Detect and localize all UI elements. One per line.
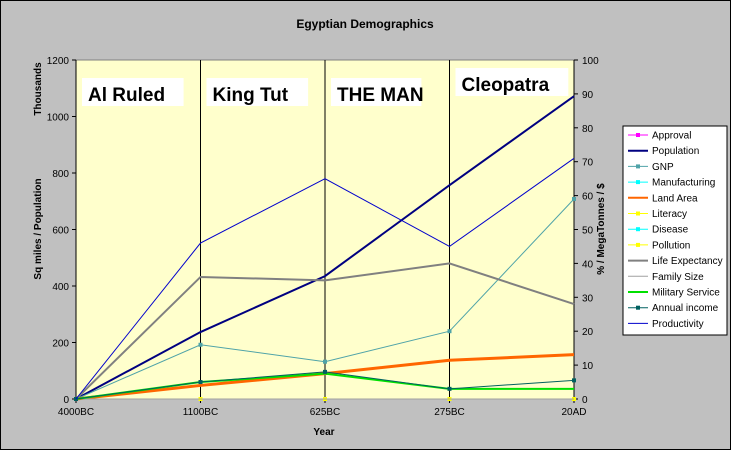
left-axis-unit: Thousands [33,62,44,116]
legend-label: Pollution [652,240,690,251]
data-point [198,380,203,385]
y-right-tick-label: 90 [582,90,594,101]
y-left-tick-label: 800 [52,169,69,180]
y-right-tick-label: 80 [582,124,594,135]
x-tick-label: 20AD [561,407,586,418]
legend-label: Family Size [652,272,704,283]
y-right-tick-label: 70 [582,158,594,169]
era-label: Al Ruled [88,85,165,106]
era-label-background [455,68,569,96]
y-right-tick-label: 10 [582,361,594,372]
legend-label: Productivity [652,319,704,330]
data-point [447,386,452,391]
x-tick-label: 275BC [434,407,465,418]
legend-marker [636,133,640,137]
y-right-tick-label: 30 [582,293,594,304]
legend-label: GNP [652,162,674,173]
legend-marker [636,211,640,216]
era-label-background [82,78,184,106]
data-point [572,196,576,201]
era-label: THE MAN [337,85,424,106]
y-right-tick-label: 60 [582,192,594,203]
y-right-tick-label: 40 [582,259,594,270]
legend-label: Manufacturing [652,178,715,189]
legend-marker [636,242,640,247]
series-line-productivity [75,157,575,400]
legend-marker [636,227,640,232]
plot-area: 4000BC 1100BC 625BC 275BC 20AD02004006008001… [47,56,599,418]
era-label: Cleopatra [462,75,550,96]
data-point [447,329,452,334]
data-point [323,369,327,374]
legend-box [622,125,728,336]
data-point [572,378,576,383]
y-left-tick-label: 200 [52,339,69,350]
y-left-tick-label: 400 [52,282,69,293]
legend-label: Military Service [652,288,720,299]
y-right-tick-label: 20 [582,327,594,338]
x-tick-label: 1100BC [183,407,218,418]
y-right-tick-label: 50 [582,226,594,237]
chart-title: Egyptian Demographics [296,17,434,31]
y-left-tick-label: 0 [63,395,69,406]
series-line-population [75,95,575,400]
era-label-background [331,78,422,106]
y-left-tick-label: 1000 [47,113,70,124]
data-point [323,359,327,364]
series-line-life-expectancy [75,262,575,400]
x-tick-label: 4000BC [58,407,94,418]
legend-marker [636,305,640,310]
legend-marker [636,164,640,169]
x-tick-label: 625BC [310,407,341,418]
y-right-tick-label: 0 [582,395,588,406]
legend-marker [636,180,640,185]
y-left-tick-label: 1200 [47,56,70,67]
era-label: King Tut [213,85,289,106]
y-right-tick-label: 100 [582,56,599,67]
x-axis-label: Year [313,427,334,438]
legend-label: Literacy [652,209,687,220]
y-left-tick-label: 600 [52,226,69,237]
legend-label: Disease [652,225,689,236]
legend-label: Annual income [652,303,719,314]
legend-label: Approval [652,131,691,142]
y-axis-right-label: % / MegaTonnes / $ [596,183,607,275]
legend: Approval Population GNP Manufacturing Land A… [622,125,728,336]
legend-label: Land Area [652,193,698,204]
data-point [198,342,203,347]
era-label-background [206,78,309,106]
legend-label: Life Expectancy [652,256,723,267]
legend-label: Population [652,146,699,157]
y-axis-left-label: Sq miles / Population [33,178,44,279]
